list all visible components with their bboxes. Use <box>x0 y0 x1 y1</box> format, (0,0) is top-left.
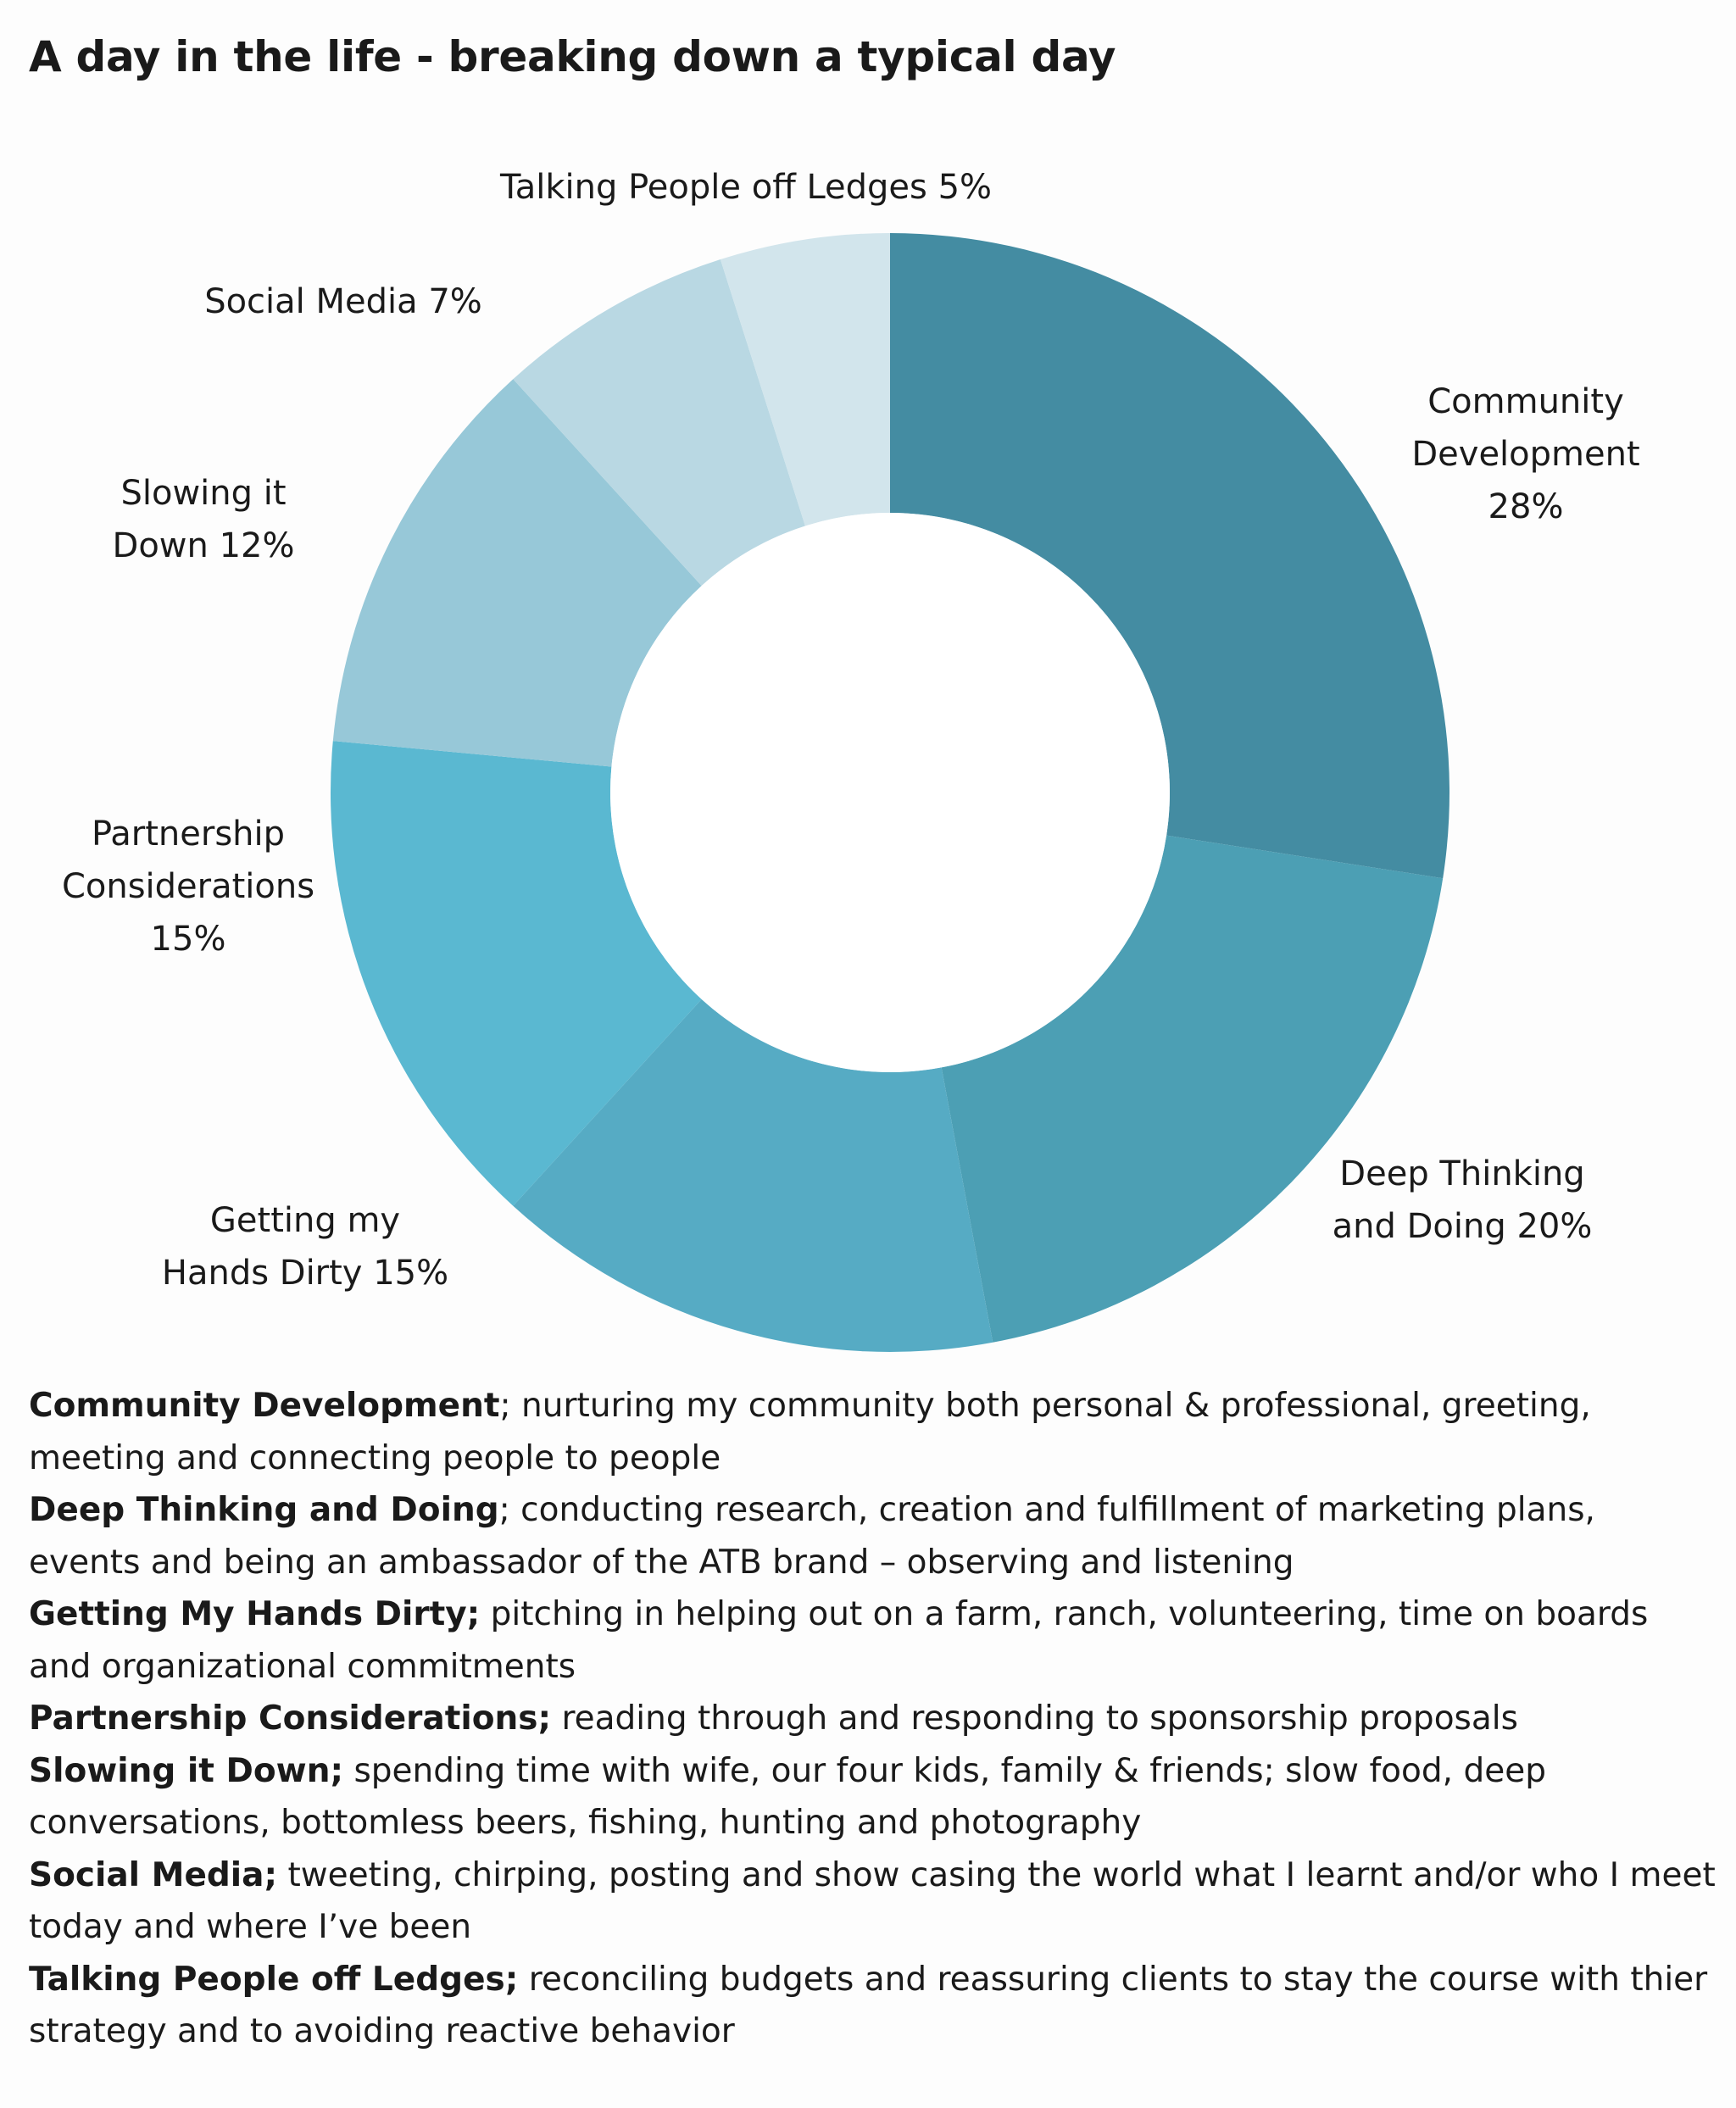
label-line: Hands Dirty 15% <box>162 1254 448 1293</box>
description-term: Community Development <box>29 1387 500 1425</box>
description-text: tweeting, chirping, posting and show cas… <box>29 1855 1716 1947</box>
label-line: Considerations <box>62 867 314 906</box>
slice-deep-thinking-and-doing <box>941 835 1444 1343</box>
donut-chart: Community Development 28% Deep Thinking and … <box>62 168 1640 1352</box>
description-term: Social Media; <box>29 1855 278 1894</box>
label-line: 28% <box>1488 487 1564 526</box>
label-getting-my-hands-dirty: Getting my Hands Dirty 15% <box>162 1201 448 1293</box>
description-term: Getting My Hands Dirty; <box>29 1595 481 1633</box>
description-term: Partnership Considerations; <box>29 1699 552 1738</box>
donut-slices <box>330 233 1449 1352</box>
label-deep-thinking-and-doing: Deep Thinking and Doing 20% <box>1333 1154 1593 1246</box>
slice-getting-my-hands-dirty <box>513 998 993 1352</box>
chart-title: A day in the life - breaking down a typi… <box>29 32 1116 81</box>
description-item: Talking People off Ledges; reconciling b… <box>29 1954 1716 2058</box>
slice-partnership-considerations <box>330 741 702 1206</box>
description-item: Social Media; tweeting, chirping, postin… <box>29 1849 1716 1954</box>
description-text: spending time with wife, our four kids, … <box>29 1751 1546 1843</box>
description-text: ; nurturing my community both personal &… <box>29 1387 1591 1477</box>
label-line: Community <box>1427 382 1624 421</box>
description-item: Partnership Considerations; reading thro… <box>29 1693 1716 1745</box>
label-talking-people-off-ledges: Talking People off Ledges 5% <box>499 168 992 207</box>
label-line: Talking People off Ledges 5% <box>499 168 992 207</box>
description-item: Deep Thinking and Doing; conducting rese… <box>29 1484 1716 1588</box>
label-line: and Doing 20% <box>1333 1207 1593 1246</box>
label-line: Development <box>1411 435 1639 474</box>
label-social-media: Social Media 7% <box>204 282 482 321</box>
slice-social-media <box>513 259 805 587</box>
label-slowing-it-down: Slowing it Down 12% <box>113 474 295 565</box>
description-item: Slowing it Down; spending time with wife… <box>29 1745 1716 1849</box>
description-term: Deep Thinking and Doing <box>29 1491 499 1529</box>
label-line: Partnership <box>92 815 285 854</box>
description-list: Community Development; nurturing my comm… <box>29 1380 1716 2058</box>
slice-talking-people-off-ledges <box>720 233 890 526</box>
label-community-development: Community Development 28% <box>1411 382 1639 526</box>
description-item: Getting My Hands Dirty; pitching in help… <box>29 1588 1716 1693</box>
description-term: Talking People off Ledges; <box>29 1960 519 1999</box>
description-text: ; conducting research, creation and fulf… <box>29 1491 1595 1582</box>
label-line: Getting my <box>210 1201 400 1240</box>
label-partnership-considerations: Partnership Considerations 15% <box>62 815 314 959</box>
label-line: 15% <box>151 920 226 959</box>
donut-hole <box>610 513 1170 1072</box>
description-text: reading through and responding to sponso… <box>551 1699 1518 1738</box>
description-item: Community Development; nurturing my comm… <box>29 1380 1716 1484</box>
label-line: Social Media 7% <box>204 282 482 321</box>
description-text: reconciling budgets and reassuring clien… <box>29 1960 1708 2051</box>
slice-labels: Community Development 28% Deep Thinking and … <box>62 168 1640 1293</box>
slice-slowing-it-down <box>332 379 702 767</box>
label-line: Deep Thinking <box>1339 1154 1584 1193</box>
slice-community-development <box>890 233 1449 879</box>
label-line: Slowing it <box>120 474 286 513</box>
description-term: Slowing it Down; <box>29 1751 344 1790</box>
description-text: pitching in helping out on a farm, ranch… <box>29 1595 1649 1686</box>
label-line: Down 12% <box>113 526 295 565</box>
